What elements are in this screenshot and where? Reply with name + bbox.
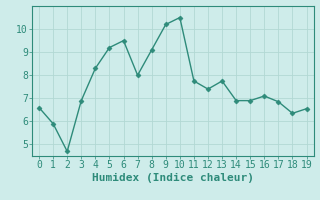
X-axis label: Humidex (Indice chaleur): Humidex (Indice chaleur) [92, 173, 254, 183]
